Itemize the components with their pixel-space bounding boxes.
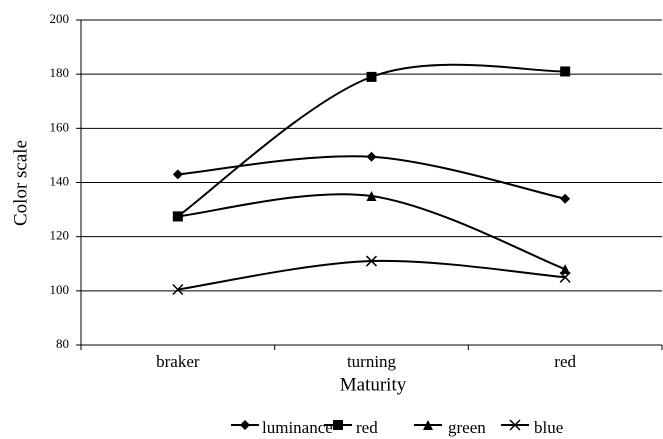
legend-label: red <box>356 418 378 437</box>
marker <box>366 151 377 162</box>
y-tick-label: 120 <box>50 228 70 243</box>
x-axis-label: Maturity <box>340 374 407 395</box>
marker <box>365 255 378 267</box>
y-tick-label: 180 <box>50 65 70 80</box>
marker <box>560 193 571 204</box>
marker <box>333 420 343 430</box>
x-tick-label: turning <box>347 352 397 371</box>
legend-label: green <box>448 418 486 437</box>
marker <box>172 169 183 180</box>
marker <box>240 420 250 430</box>
marker <box>172 283 184 296</box>
marker <box>559 271 571 283</box>
y-axis-label: Color scale <box>10 140 31 226</box>
marker <box>366 191 377 202</box>
marker <box>423 420 433 430</box>
y-tick-label: 160 <box>50 119 70 134</box>
marker <box>509 419 521 431</box>
y-tick-label: 140 <box>50 173 70 188</box>
x-tick-label: red <box>554 352 576 371</box>
marker <box>366 71 377 82</box>
y-tick-label: 100 <box>50 282 70 297</box>
x-tick-label: braker <box>156 352 200 371</box>
legend-label: blue <box>534 418 563 437</box>
y-tick-label: 200 <box>50 11 70 26</box>
marker <box>172 211 183 222</box>
legend-label: luminance <box>262 418 333 437</box>
series-line <box>177 193 566 271</box>
marker <box>560 264 571 275</box>
marker <box>560 66 571 77</box>
y-tick-label: 80 <box>56 336 69 351</box>
series-line <box>177 259 566 291</box>
